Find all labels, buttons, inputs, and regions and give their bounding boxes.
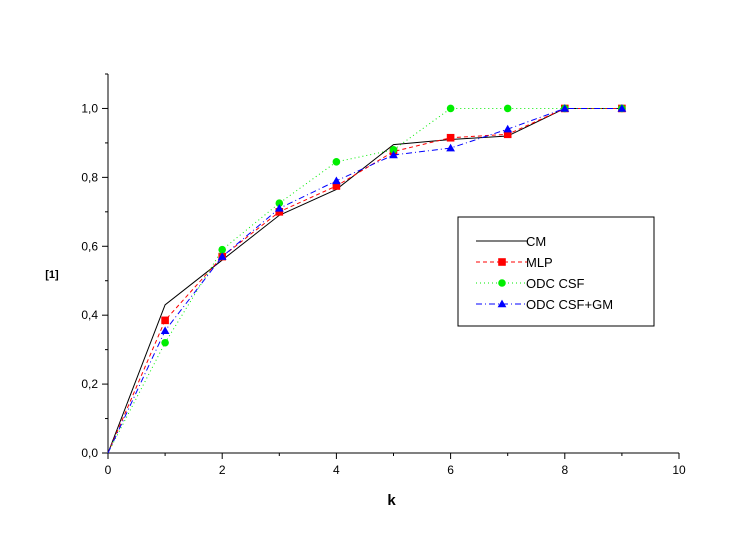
legend-box xyxy=(457,216,655,327)
data-point-mlp xyxy=(332,182,341,190)
x-axis-label: k xyxy=(387,492,396,509)
y-axis-label: [1] xyxy=(45,269,59,281)
y-tick-label: 0,4 xyxy=(81,308,98,322)
legend-marker-odc-csf xyxy=(498,279,506,287)
legend-label-odc-csf: ODC CSF xyxy=(526,276,585,291)
x-tick-label: 10 xyxy=(672,463,686,477)
legend-label-mlp: MLP xyxy=(526,255,553,270)
x-tick-label: 2 xyxy=(219,463,226,477)
data-point-odc-csf xyxy=(446,104,455,113)
data-point-odc-csf-gm xyxy=(274,204,284,212)
data-point-odc-csf-gm xyxy=(389,150,398,159)
y-tick-label: 1,0 xyxy=(81,101,98,115)
data-point-odc-csf xyxy=(503,104,512,113)
data-point-odc-csf xyxy=(332,158,341,166)
data-point-mlp xyxy=(161,316,169,325)
data-point-odc-csf-gm xyxy=(503,124,513,133)
x-tick-label: 4 xyxy=(333,463,340,477)
data-point-mlp xyxy=(503,130,512,139)
y-tick-label: 0,2 xyxy=(81,377,98,391)
data-point-odc-csf-gm xyxy=(617,104,627,112)
series-line-cm xyxy=(107,107,622,454)
legend-label-cm: CM xyxy=(526,234,546,249)
series-layer xyxy=(107,104,627,454)
data-point-odc-csf-gm xyxy=(560,104,570,112)
data-point-odc-csf-gm xyxy=(332,176,341,185)
axes: 0 2 4 6 8 10 0,0 0,2 0,4 0,6 0,8 1,0 xyxy=(81,73,686,477)
series-cm xyxy=(107,107,622,454)
series-odc-csf-gm xyxy=(107,104,627,454)
x-tick-label: 0 xyxy=(105,463,112,477)
data-point-odc-csf-gm xyxy=(446,143,455,152)
data-point-mlp xyxy=(446,133,455,142)
legend: CM MLP ODC CSF ODC CSF+GM xyxy=(457,216,655,327)
data-point-odc-csf-gm xyxy=(217,252,227,260)
data-point-odc-csf xyxy=(218,245,226,254)
series-line-odc-csf-gm xyxy=(107,107,622,454)
y-tick-label: 0,0 xyxy=(81,446,98,460)
legend-marker-mlp xyxy=(498,258,506,266)
data-point-mlp xyxy=(275,208,284,216)
x-tick-label: 6 xyxy=(447,463,454,477)
y-tick-label: 0,8 xyxy=(81,170,98,184)
x-tick-label: 8 xyxy=(561,463,568,477)
legend-label-odc-csf-gm: ODC CSF+GM xyxy=(526,297,613,312)
data-point-odc-csf-gm xyxy=(160,326,170,334)
legend-marker-odc-csf-gm xyxy=(497,299,507,308)
y-tick-label: 0,6 xyxy=(81,239,98,253)
data-point-odc-csf xyxy=(161,338,169,347)
data-point-odc-csf xyxy=(275,199,284,208)
data-point-odc-csf xyxy=(389,146,398,154)
series-odc-csf xyxy=(107,104,626,454)
